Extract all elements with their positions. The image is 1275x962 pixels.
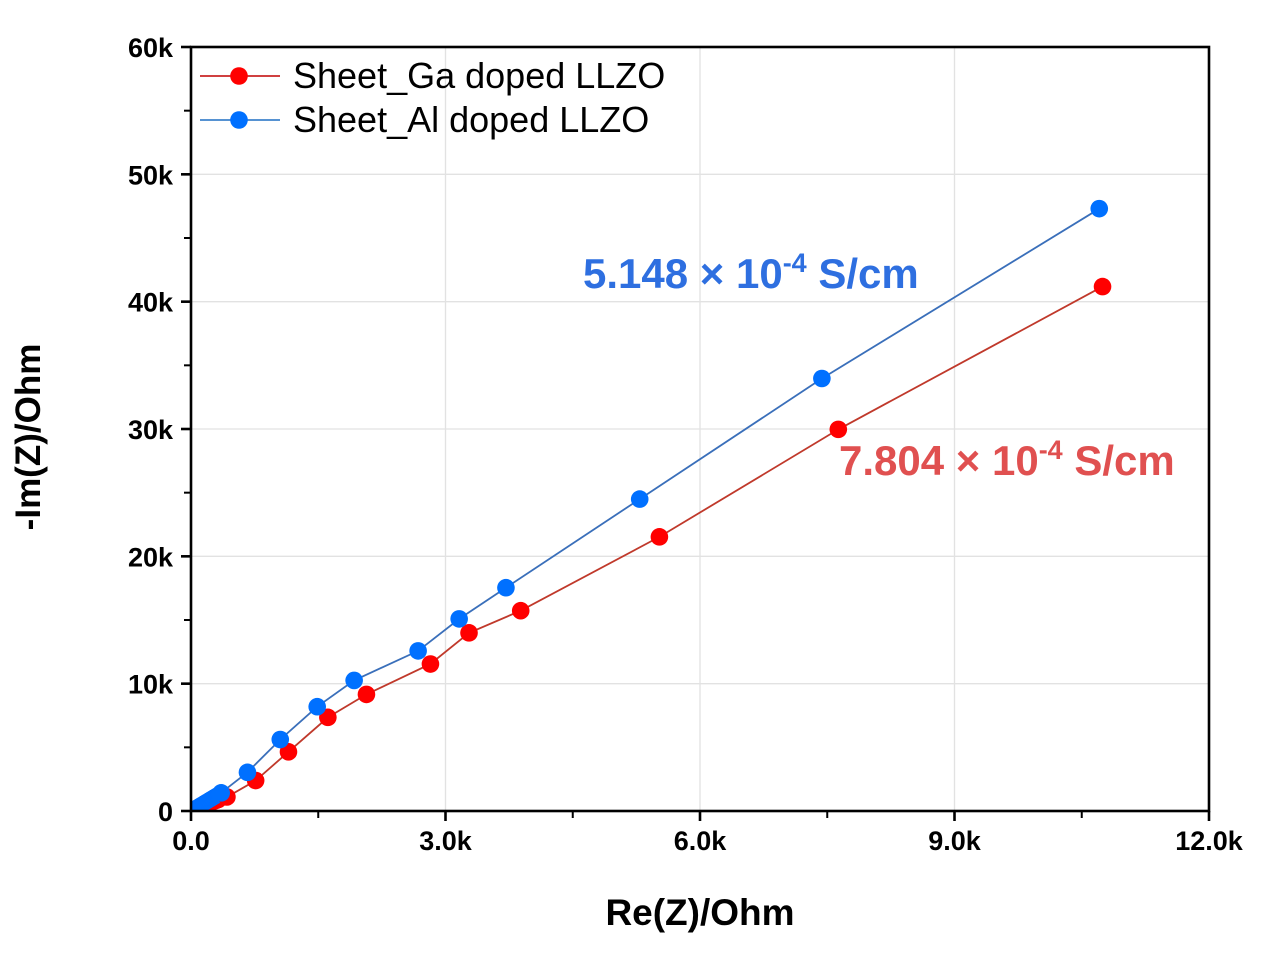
svg-text:0.0: 0.0 [172, 826, 210, 856]
svg-text:6.0k: 6.0k [674, 826, 728, 856]
svg-text:10k: 10k [128, 670, 174, 700]
svg-text:30k: 30k [128, 415, 174, 445]
svg-text:60k: 60k [128, 33, 174, 63]
svg-text:0: 0 [158, 797, 173, 827]
svg-text:9.0k: 9.0k [928, 826, 982, 856]
svg-text:3.0k: 3.0k [419, 826, 473, 856]
svg-text:Re(Z)/Ohm: Re(Z)/Ohm [605, 892, 794, 933]
svg-text:20k: 20k [128, 542, 174, 572]
svg-text:40k: 40k [128, 288, 174, 318]
svg-text:5.148 × 10-4 S/cm: 5.148 × 10-4 S/cm [583, 248, 919, 297]
svg-text:Sheet_Al doped LLZO: Sheet_Al doped LLZO [293, 99, 649, 140]
svg-text:50k: 50k [128, 160, 174, 190]
svg-text:12.0k: 12.0k [1175, 826, 1244, 856]
svg-text:-Im(Z)/Ohm: -Im(Z)/Ohm [9, 344, 48, 531]
svg-text:7.804 × 10-4 S/cm: 7.804 × 10-4 S/cm [839, 435, 1175, 484]
svg-text:Sheet_Ga doped LLZO: Sheet_Ga doped LLZO [293, 55, 665, 96]
